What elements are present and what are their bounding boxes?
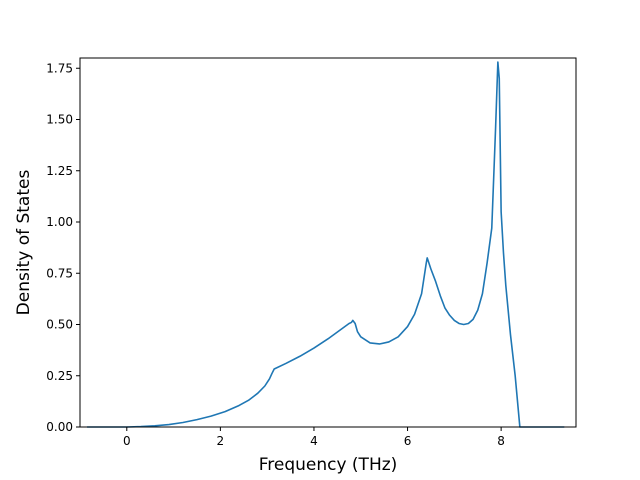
x-tick-label: 2 bbox=[217, 434, 225, 448]
y-tick-label: 1.25 bbox=[46, 164, 73, 178]
x-axis-label: Frequency (THz) bbox=[259, 455, 398, 475]
y-tick-label: 0.25 bbox=[46, 369, 73, 383]
y-tick-label: 0.50 bbox=[46, 318, 73, 332]
y-tick-label: 1.50 bbox=[46, 113, 73, 127]
plot-area bbox=[87, 61, 565, 428]
axes-frame bbox=[79, 57, 577, 428]
x-tick-label: 0 bbox=[123, 434, 131, 448]
y-tick-label: 0.00 bbox=[46, 420, 73, 434]
x-tick-label: 6 bbox=[404, 434, 412, 448]
y-tick-label: 0.75 bbox=[46, 266, 73, 280]
y-axis-label: Density of States bbox=[14, 170, 34, 316]
x-tick-label: 8 bbox=[497, 434, 505, 448]
x-tick-label: 4 bbox=[310, 434, 318, 448]
dos-series-line bbox=[87, 61, 565, 428]
y-tick-label: 1.00 bbox=[46, 215, 73, 229]
y-tick-label: 1.75 bbox=[46, 61, 73, 75]
ticks: 0 2 4 6 8 0.00 0.25 0.50 0.75 1.00 1.25 1.50 1.75 bbox=[46, 61, 505, 448]
